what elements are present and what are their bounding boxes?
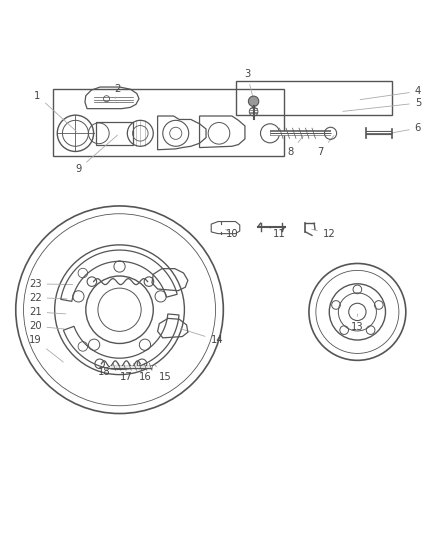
Text: 22: 22 bbox=[29, 293, 67, 303]
Text: 5: 5 bbox=[343, 98, 421, 111]
Text: 14: 14 bbox=[180, 329, 223, 345]
Text: 8: 8 bbox=[287, 135, 304, 157]
Bar bbox=[96, 122, 133, 144]
Text: 12: 12 bbox=[311, 229, 336, 239]
Text: 16: 16 bbox=[138, 367, 152, 382]
Text: 11: 11 bbox=[270, 229, 286, 239]
Bar bbox=[53, 89, 284, 156]
Text: 7: 7 bbox=[318, 135, 334, 157]
Text: 10: 10 bbox=[226, 229, 238, 239]
Text: 18: 18 bbox=[98, 367, 111, 377]
Text: 15: 15 bbox=[155, 365, 171, 382]
Text: 4: 4 bbox=[360, 86, 421, 100]
Text: 21: 21 bbox=[29, 307, 66, 317]
Circle shape bbox=[248, 96, 259, 107]
Text: 2: 2 bbox=[114, 84, 120, 99]
Text: 6: 6 bbox=[392, 123, 421, 133]
Text: 1: 1 bbox=[34, 91, 76, 132]
Text: 17: 17 bbox=[120, 367, 132, 382]
Text: 9: 9 bbox=[75, 135, 117, 174]
Text: 3: 3 bbox=[244, 69, 253, 98]
Text: 23: 23 bbox=[29, 279, 73, 289]
Text: 19: 19 bbox=[29, 335, 64, 362]
Text: 13: 13 bbox=[351, 314, 364, 332]
Bar bbox=[236, 80, 392, 115]
Text: 20: 20 bbox=[29, 321, 64, 331]
